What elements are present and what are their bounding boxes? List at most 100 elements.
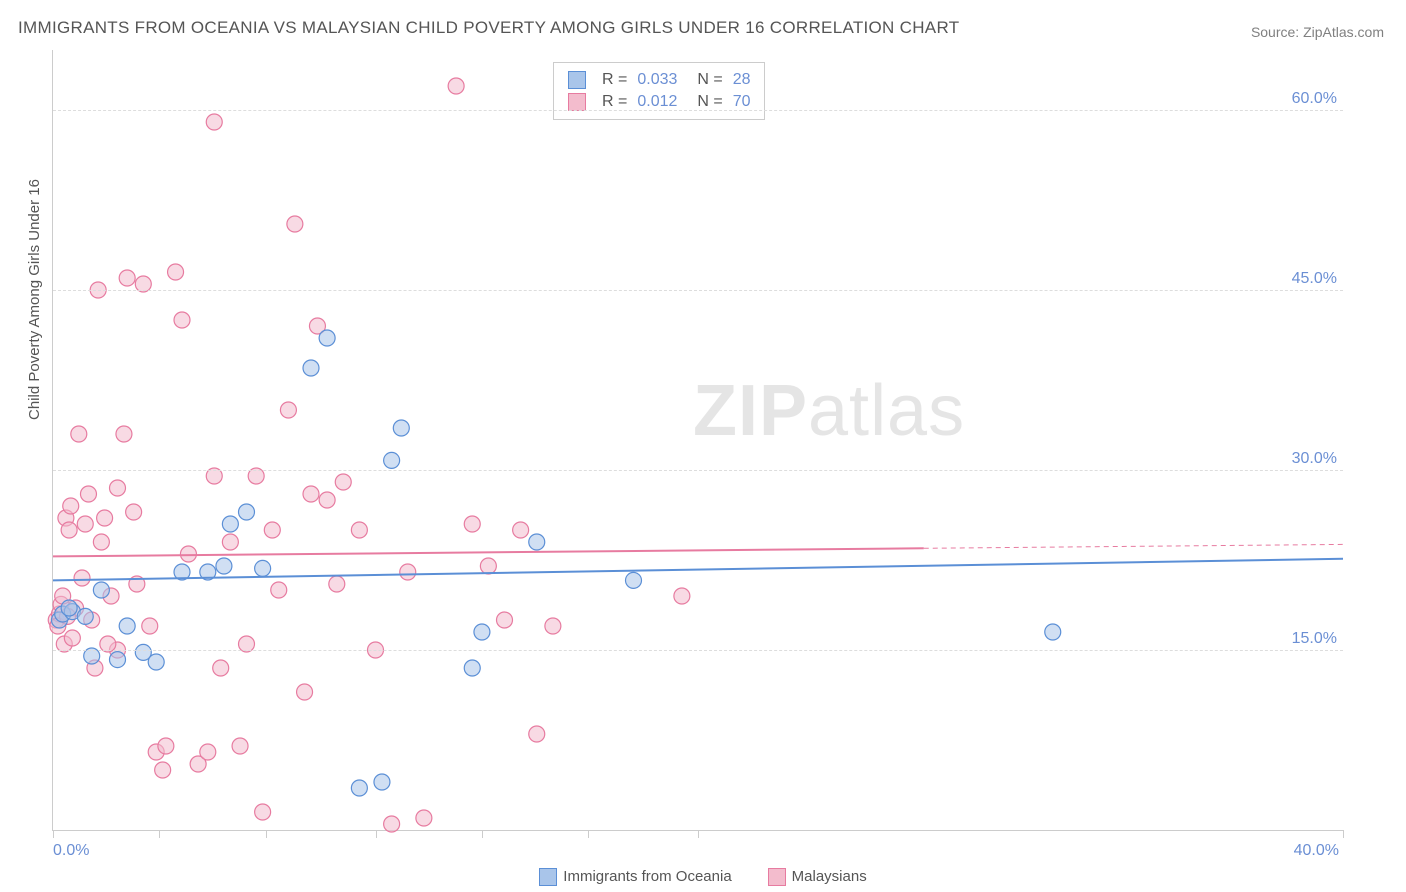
legend-item: Malaysians [768, 868, 867, 886]
x-tick [266, 830, 267, 838]
y-tick-label: 30.0% [1292, 450, 1337, 468]
data-point [303, 360, 319, 376]
data-point [280, 402, 296, 418]
legend-label: Malaysians [792, 868, 867, 885]
n-value: 28 [733, 69, 751, 91]
y-axis-label: Child Poverty Among Girls Under 16 [26, 179, 43, 420]
scatter-svg [53, 50, 1343, 830]
data-point [335, 474, 351, 490]
y-tick-label: 60.0% [1292, 90, 1337, 108]
data-point [126, 504, 142, 520]
data-point [232, 738, 248, 754]
data-point [142, 618, 158, 634]
n-label: N = [697, 69, 722, 91]
legend-swatch [768, 868, 786, 886]
data-point [216, 558, 232, 574]
data-point [287, 216, 303, 232]
legend-swatch [539, 868, 557, 886]
data-point [148, 654, 164, 670]
data-point [626, 572, 642, 588]
chart-plot-area: ZIPatlas R =0.033N =28R =0.012N =70 15.0… [52, 50, 1343, 831]
series-legend: Immigrants from Oceania Malaysians [0, 868, 1406, 886]
data-point [71, 426, 87, 442]
data-point [200, 744, 216, 760]
gridline-horizontal [53, 110, 1343, 111]
data-point [180, 546, 196, 562]
data-point [155, 762, 171, 778]
gridline-horizontal [53, 650, 1343, 651]
data-point [77, 516, 93, 532]
data-point [303, 486, 319, 502]
data-point [319, 330, 335, 346]
data-point [480, 558, 496, 574]
data-point [77, 608, 93, 624]
x-tick [698, 830, 699, 838]
data-point [206, 114, 222, 130]
trend-line-solid [53, 559, 1343, 581]
data-point [80, 486, 96, 502]
gridline-horizontal [53, 470, 1343, 471]
data-point [93, 534, 109, 550]
x-tick [482, 830, 483, 838]
data-point [93, 582, 109, 598]
data-point [464, 516, 480, 532]
data-point [64, 630, 80, 646]
data-point [61, 522, 77, 538]
legend-swatch [568, 71, 586, 89]
data-point [74, 570, 90, 586]
data-point [529, 726, 545, 742]
x-tick [376, 830, 377, 838]
data-point [97, 510, 113, 526]
data-point [168, 264, 184, 280]
legend-item: Immigrants from Oceania [539, 868, 731, 886]
data-point [474, 624, 490, 640]
data-point [384, 816, 400, 832]
correlation-legend-row: R = 0.033 N = 28 [568, 69, 750, 91]
data-point [255, 560, 271, 576]
data-point [297, 684, 313, 700]
data-point [374, 774, 390, 790]
x-tick [53, 830, 54, 838]
data-point [545, 618, 561, 634]
chart-title: IMMIGRANTS FROM OCEANIA VS MALAYSIAN CHI… [18, 18, 959, 38]
trend-line-dashed [924, 544, 1343, 548]
data-point [255, 804, 271, 820]
data-point [110, 652, 126, 668]
data-point [271, 582, 287, 598]
legend-label: Immigrants from Oceania [563, 868, 731, 885]
data-point [448, 78, 464, 94]
data-point [239, 504, 255, 520]
x-tick [588, 830, 589, 838]
data-point [464, 660, 480, 676]
data-point [329, 576, 345, 592]
data-point [174, 312, 190, 328]
data-point [119, 270, 135, 286]
data-point [1045, 624, 1061, 640]
x-tick-label: 0.0% [53, 842, 89, 860]
data-point [63, 498, 79, 514]
legend-swatch [568, 93, 586, 111]
y-tick-label: 45.0% [1292, 270, 1337, 288]
r-value: 0.033 [637, 69, 687, 91]
data-point [416, 810, 432, 826]
data-point [400, 564, 416, 580]
r-label: R = [602, 69, 627, 91]
data-point [264, 522, 280, 538]
data-point [119, 618, 135, 634]
x-tick [1343, 830, 1344, 838]
data-point [222, 516, 238, 532]
data-point [222, 534, 238, 550]
data-point [61, 600, 77, 616]
source-attribution: Source: ZipAtlas.com [1251, 24, 1384, 40]
gridline-horizontal [53, 290, 1343, 291]
data-point [674, 588, 690, 604]
data-point [319, 492, 335, 508]
data-point [116, 426, 132, 442]
data-point [529, 534, 545, 550]
y-tick-label: 15.0% [1292, 630, 1337, 648]
data-point [513, 522, 529, 538]
data-point [497, 612, 513, 628]
data-point [393, 420, 409, 436]
data-point [351, 780, 367, 796]
data-point [351, 522, 367, 538]
